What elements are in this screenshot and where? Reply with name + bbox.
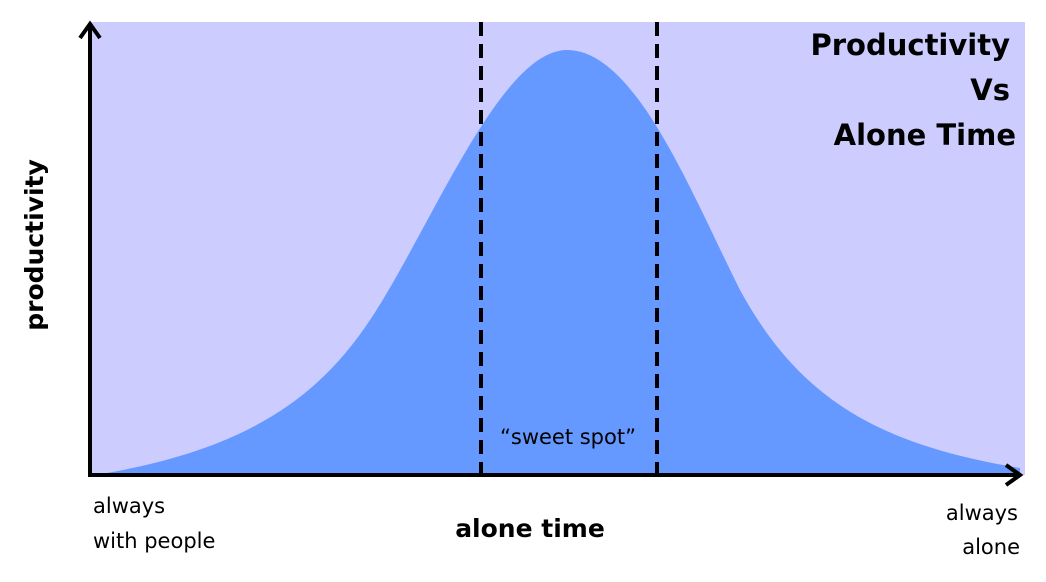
annotation: “sweet spot” <box>500 425 636 449</box>
curve-area <box>95 50 1020 475</box>
x-end-label: always <box>946 501 1018 525</box>
title-line: Vs <box>970 73 1010 107</box>
x-axis-arrow <box>1004 463 1024 487</box>
x-end-label: alone <box>962 535 1020 559</box>
y-axis-arrow <box>78 20 102 40</box>
x-start-label: with people <box>93 529 215 553</box>
x-axis-label: alone time <box>455 514 605 543</box>
x-start-label: always <box>93 494 165 518</box>
y-axis-label: productivity <box>20 159 49 331</box>
title-line: Alone Time <box>834 118 1016 152</box>
title-line: Productivity <box>811 28 1011 62</box>
